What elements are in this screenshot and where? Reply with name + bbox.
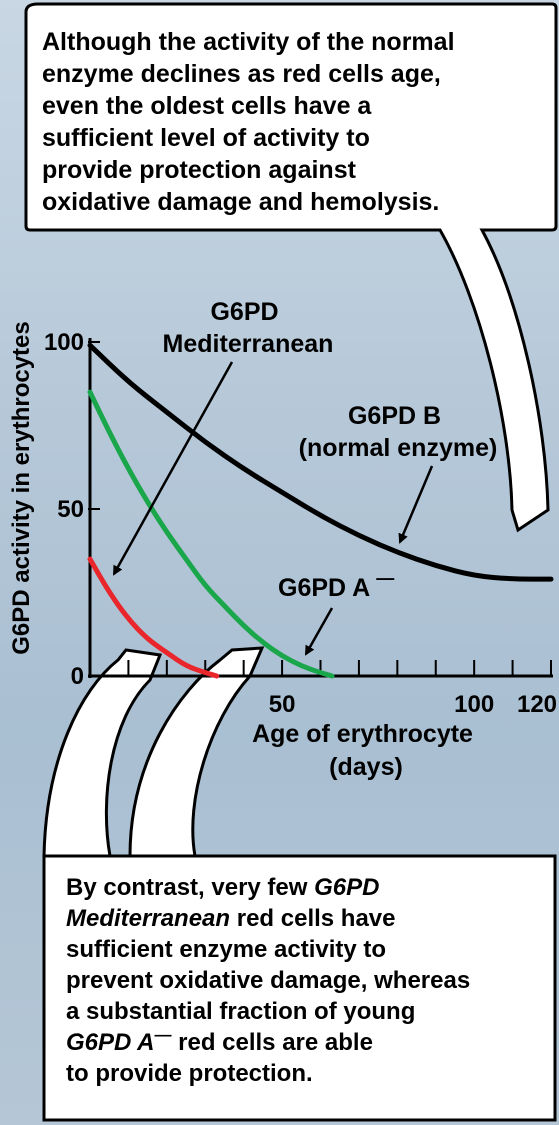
- bottom-callout-segment: By contrast, very few: [66, 874, 314, 901]
- bottom-callout-text: By contrast, very few G6PD Mediterranean …: [66, 874, 470, 1087]
- series-label-line: (normal enzyme): [299, 434, 498, 462]
- series-label-superscript: —: [376, 568, 394, 588]
- y-tick-label: 50: [57, 496, 84, 523]
- x-tick-label: 50: [269, 691, 296, 718]
- bottom-callout: By contrast, very few G6PD Mediterranean …: [42, 646, 557, 1122]
- bottom-callout-segment: —: [153, 1025, 172, 1044]
- bottom-callout-segment: Mediterranean: [66, 905, 230, 932]
- x-tick-label: 100: [454, 691, 494, 718]
- top-callout-line: provide protection against: [42, 156, 357, 184]
- label-arrows: [112, 361, 434, 656]
- series-label-line: Mediterranean: [163, 330, 334, 358]
- series-label-line: G6PD B: [348, 402, 441, 430]
- bottom-callout-segment: prevent oxidative damage, whereas: [66, 967, 470, 994]
- top-callout-line: enzyme declines as red cells age,: [42, 60, 441, 88]
- chart-axes: 50 100 120 0 50 100: [44, 329, 557, 718]
- bottom-callout-segment: a substantial fraction of young: [66, 998, 415, 1025]
- bottom-callout-line: to provide protection.: [66, 1060, 313, 1087]
- series-line-g6pd-b: [87, 342, 554, 582]
- series-label-g6pd-b: G6PD B (normal enzyme): [299, 402, 498, 462]
- bottom-callout-tail-right: [128, 646, 265, 858]
- series-label-mediterranean: G6PD Mediterranean: [163, 298, 334, 358]
- arrow-g6pd-b: [398, 465, 434, 544]
- x-axis-label: Age of erythrocyte (days): [252, 720, 480, 781]
- bottom-callout-segment: G6PD A: [66, 1029, 154, 1056]
- bottom-callout-line: By contrast, very few G6PD: [66, 874, 379, 901]
- tick-labels: 50 100 120 0 50 100: [44, 329, 557, 718]
- y-axis-label: G6PD activity in erythrocytes: [8, 321, 35, 654]
- series-label-name: G6PD A: [278, 574, 370, 602]
- series-label-g6pd-a: G6PD A —: [278, 568, 394, 602]
- x-tick-label: 120: [517, 691, 557, 718]
- bottom-callout-line: sufficient enzyme activity to: [66, 936, 386, 963]
- arrow-g6pd-a: [304, 607, 334, 656]
- x-axis-label-line: (days): [329, 753, 403, 781]
- top-callout-line: sufficient level of activity to: [42, 124, 370, 152]
- top-callout-line: oxidative damage and hemolysis.: [42, 188, 439, 216]
- series-label-line: G6PD: [210, 298, 278, 326]
- y-axis-ticks: [88, 341, 100, 677]
- x-axis-ticks: [127, 660, 552, 676]
- bottom-callout-segment: to provide protection.: [66, 1060, 313, 1087]
- bottom-callout-segment: red cells have: [230, 905, 395, 932]
- y-tick-label: 0: [71, 663, 84, 690]
- top-callout-shape: [24, 2, 558, 533]
- bottom-callout-line: a substantial fraction of young: [66, 998, 415, 1025]
- bottom-callout-line: prevent oxidative damage, whereas: [66, 967, 470, 994]
- series-lines: [87, 342, 554, 679]
- top-callout-text: Although the activity of the normal enzy…: [42, 28, 461, 216]
- arrow-mediterranean: [112, 361, 234, 576]
- series-line-g6pd-a: [87, 389, 335, 679]
- x-axis-label-line: Age of erythrocyte: [252, 720, 473, 748]
- top-callout-line: even the oldest cells have a: [42, 92, 372, 120]
- top-callout: Although the activity of the normal enzy…: [24, 2, 558, 533]
- bottom-callout-segment: red cells are able: [171, 1029, 372, 1056]
- top-callout-line: Although the activity of the normal: [42, 28, 455, 56]
- bottom-callout-line: G6PD A— red cells are able: [66, 1025, 373, 1056]
- bottom-callout-line: Mediterranean red cells have: [66, 905, 396, 932]
- bottom-callout-segment: sufficient enzyme activity to: [66, 936, 386, 963]
- series-line-mediterranean: [87, 556, 220, 679]
- bottom-callout-segment: G6PD: [314, 874, 379, 901]
- y-tick-label: 100: [44, 329, 84, 356]
